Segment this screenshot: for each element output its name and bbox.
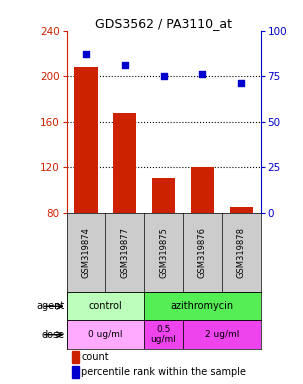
- Title: GDS3562 / PA3110_at: GDS3562 / PA3110_at: [95, 17, 232, 30]
- Text: GSM319877: GSM319877: [120, 227, 129, 278]
- Bar: [183, 321, 261, 349]
- Point: [200, 71, 205, 78]
- Text: 0 ug/ml: 0 ug/ml: [88, 330, 123, 339]
- Text: percentile rank within the sample: percentile rank within the sample: [81, 367, 246, 377]
- Bar: [72, 351, 78, 363]
- Bar: [144, 321, 183, 349]
- Text: 2 ug/ml: 2 ug/ml: [205, 330, 239, 339]
- Text: azithromycin: azithromycin: [171, 301, 234, 311]
- Text: GSM319875: GSM319875: [159, 227, 168, 278]
- Text: GSM319874: GSM319874: [82, 227, 91, 278]
- Bar: [67, 321, 144, 349]
- Text: 0.5
ug/ml: 0.5 ug/ml: [151, 325, 177, 344]
- Text: agent: agent: [36, 301, 65, 311]
- Text: GSM319876: GSM319876: [198, 227, 207, 278]
- Point: [161, 73, 166, 79]
- Bar: [191, 167, 214, 212]
- Text: GSM319878: GSM319878: [237, 227, 246, 278]
- Bar: [75, 67, 98, 212]
- Bar: [113, 113, 136, 212]
- Bar: [152, 179, 175, 212]
- Text: dose: dose: [42, 330, 65, 340]
- Text: count: count: [81, 352, 109, 362]
- Point: [122, 62, 127, 68]
- Point: [84, 51, 88, 58]
- Bar: [72, 366, 78, 377]
- Point: [239, 80, 244, 86]
- Bar: [230, 207, 253, 212]
- Bar: [144, 292, 261, 321]
- Bar: [67, 292, 144, 321]
- Text: control: control: [88, 301, 122, 311]
